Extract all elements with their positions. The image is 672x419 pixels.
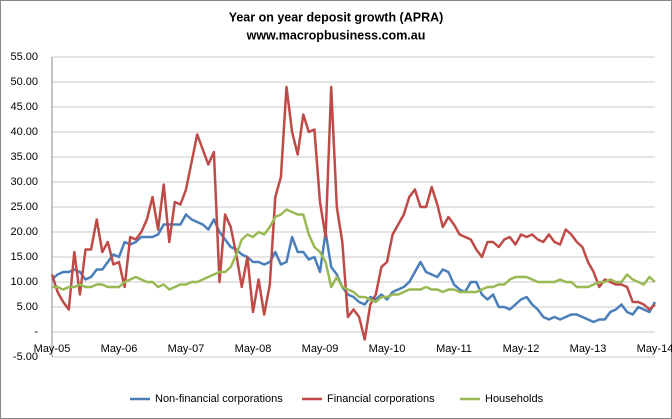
x-tick-label: May-12 <box>503 343 540 355</box>
x-tick-label: May-07 <box>168 343 205 355</box>
x-tick-label: May-05 <box>34 343 71 355</box>
legend-label: Financial corporations <box>327 393 435 405</box>
legend-label: Households <box>485 393 544 405</box>
x-tick-label: May-10 <box>369 343 406 355</box>
y-tick-label: 5.00 <box>17 301 38 313</box>
y-tick-label: 50.00 <box>10 76 38 88</box>
series-line <box>52 208 656 304</box>
y-tick-label: 45.00 <box>10 101 38 113</box>
y-tick-label: 20.00 <box>10 226 38 238</box>
x-tick-label: May-09 <box>302 343 339 355</box>
legend-label: Non-financial corporations <box>155 393 283 405</box>
chart-title: Year on year deposit growth (APRA) <box>229 10 444 24</box>
x-tick-label: May-14 <box>637 343 672 355</box>
series-line <box>51 213 657 324</box>
y-tick-label: 40.00 <box>10 126 38 138</box>
x-tick-label: May-11 <box>436 343 472 355</box>
y-tick-label: 10.00 <box>10 276 38 288</box>
y-tick-label: -5.00 <box>13 351 38 363</box>
series-line <box>50 85 656 341</box>
x-tick-label: May-06 <box>101 343 138 355</box>
chart-subtitle: www.macropbusiness.com.au <box>246 28 426 42</box>
y-tick-label: 30.00 <box>10 176 38 188</box>
y-tick-label: 55.00 <box>10 51 38 63</box>
y-tick-label: 35.00 <box>10 151 38 163</box>
x-tick-label: May-13 <box>570 343 607 355</box>
y-tick-label: - <box>34 326 38 338</box>
x-tick-label: May-08 <box>235 343 272 355</box>
y-tick-label: 25.00 <box>10 201 38 213</box>
y-tick-label: 15.00 <box>10 251 38 263</box>
